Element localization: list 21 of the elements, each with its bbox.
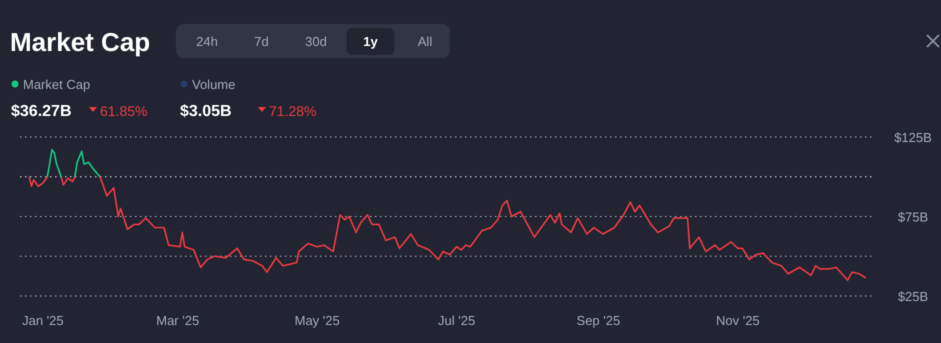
x-tick-label: Jan '25 xyxy=(22,313,64,328)
chart-title: Market Cap xyxy=(10,27,150,57)
y-tick-label: $25B xyxy=(898,289,928,304)
text: $36.27B xyxy=(11,103,72,120)
text: 61.85% xyxy=(100,103,148,119)
text: 30d xyxy=(305,34,327,49)
text: Market Cap xyxy=(23,77,90,92)
y-tick-label: $75B xyxy=(898,210,928,224)
text: 1y xyxy=(363,34,378,49)
x-tick-label: Jul '25 xyxy=(438,313,476,328)
x-tick-label: Nov '25 xyxy=(716,313,760,328)
x-tick-label: Mar '25 xyxy=(156,313,200,328)
text: 71.28% xyxy=(269,103,316,119)
text: All xyxy=(418,34,432,49)
text: 24h xyxy=(196,34,218,49)
text: $3.05B xyxy=(180,103,232,120)
x-tick-label: Sep '25 xyxy=(576,313,620,328)
text: 7d xyxy=(254,34,269,49)
x-tick-label: May '25 xyxy=(294,313,340,328)
text: Volume xyxy=(192,77,236,92)
y-tick-label: $125B xyxy=(894,130,932,145)
